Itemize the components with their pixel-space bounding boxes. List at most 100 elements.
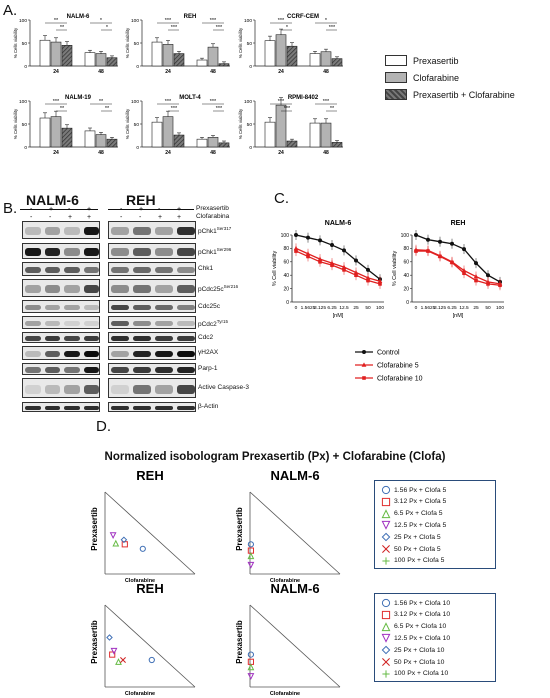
data-point: [462, 247, 466, 252]
y-tick-label: 100: [244, 18, 252, 24]
y-axis-label: % Cells viability: [13, 27, 18, 58]
blot-band: [155, 384, 173, 394]
data-point: [414, 233, 418, 237]
iso-legend-label: 1.56 Px + Clofa 5: [394, 486, 447, 494]
blot-band: [83, 336, 99, 341]
y-tick-label: 80: [283, 246, 289, 252]
marker: [381, 598, 391, 608]
x-tick-label: 48: [323, 69, 329, 75]
isobologram-1: NALM-6 Clofarabine Prexasertib: [235, 468, 341, 584]
x-tick-label: 25: [473, 305, 479, 311]
blot-band: [177, 304, 195, 311]
cellline-reh: REH: [126, 192, 156, 208]
sig-stars: ***: [171, 106, 178, 112]
iso-legend-label: 100 Px + Clofa 5: [394, 557, 445, 565]
blot-band: [64, 304, 80, 311]
panel-b-letter: B.: [3, 200, 18, 217]
x-tick-label: 24: [165, 150, 171, 156]
blot-band: [133, 226, 151, 236]
legend-label: Clofarabine 10: [377, 376, 423, 383]
panel-d-letter: D.: [96, 418, 111, 435]
sig-stars: ***: [171, 25, 178, 31]
blot-band: [111, 226, 129, 236]
blot-band: [25, 284, 41, 294]
blot-band: [177, 367, 195, 373]
y-tick-label: 50: [22, 122, 28, 128]
blot-strip: [108, 402, 196, 412]
data-point: [306, 235, 310, 240]
blot-strip: [108, 300, 196, 313]
x-tick-label: 0: [295, 305, 298, 311]
y-tick-label: 40: [403, 273, 409, 279]
marker: [115, 658, 122, 665]
x-tick-label: 6.25: [447, 305, 457, 311]
blot-band: [44, 226, 60, 236]
y-axis-label: % Cells viability: [13, 108, 18, 139]
blot-strip: [108, 316, 196, 329]
blot-band: [25, 266, 41, 274]
divider: [108, 209, 194, 210]
sig-stars: ***: [210, 18, 217, 24]
y-tick-label: 50: [247, 41, 253, 47]
x-tick-label: 24: [278, 69, 284, 75]
iso-legend-item: 50 Px + Clofa 10: [381, 657, 444, 667]
marker: [381, 621, 391, 631]
blot-band: [25, 367, 41, 373]
blot-strip: [22, 378, 100, 398]
blot-band: [177, 336, 195, 341]
treat-sign: -: [30, 206, 33, 213]
sig-stars: ***: [284, 106, 291, 112]
protein-label: γH2AX: [198, 349, 218, 356]
data-point: [486, 282, 490, 286]
protein-label: Cdc2: [198, 334, 213, 341]
iso-legend-item: 100 Px + Clofa 5: [381, 556, 444, 566]
blot-band: [25, 405, 41, 411]
iso-legend-label: 50 Px + Clofa 10: [394, 658, 445, 666]
marker: [381, 521, 391, 531]
blot-band: [155, 320, 173, 327]
y-tick-label: 0: [286, 300, 289, 306]
legend-swatch-hatched: [385, 89, 407, 100]
sig-stars: ***: [216, 25, 223, 31]
sig-stars: ***: [278, 99, 285, 105]
marker: [381, 610, 391, 619]
iso-legend-item: 6.5 Px + Clofa 5: [381, 508, 443, 519]
marker: [381, 532, 391, 542]
sig-stars: ***: [53, 99, 60, 105]
treat-sign: -: [139, 214, 142, 221]
data-point: [474, 261, 478, 266]
y-axis-label: % Cells viability: [125, 27, 130, 58]
x-tick-label: 0: [415, 305, 418, 311]
iso-legend-clofa10: 1.56 Px + Clofa 10 3.12 Px + Clofa 10 6.5 …: [374, 593, 496, 682]
isobologram-title: NALM-6: [270, 468, 319, 483]
panel-a-letter: A.: [3, 2, 18, 19]
blot-band: [155, 367, 173, 373]
marker: [112, 539, 120, 547]
sig-stars: *: [325, 18, 328, 24]
x-tick-label: 24: [278, 150, 284, 156]
iso-legend-item: 1.56 Px + Clofa 5: [381, 485, 446, 495]
protein-label: Chk1: [198, 265, 213, 272]
legend-swatch-grey: [385, 72, 407, 83]
blot-band: [133, 336, 151, 341]
blot-strip: [22, 221, 100, 239]
marker: [382, 658, 390, 666]
y-tick-label: 0: [24, 145, 27, 151]
legend-prexasertib: Prexasertib: [385, 55, 459, 66]
data-point: [450, 260, 454, 265]
blot-band: [155, 350, 173, 358]
blot-band: [44, 336, 60, 341]
blot-band: [177, 350, 195, 358]
legend-label: Prexasertib + Clofarabine: [413, 89, 515, 100]
blot-band: [44, 284, 60, 294]
blot-band: [111, 320, 129, 327]
legend-marker: [361, 362, 367, 367]
blot-band: [133, 266, 151, 274]
blot-band: [25, 304, 41, 311]
iso-legend-marker: [381, 497, 391, 506]
protein-label: Active Caspase-3: [198, 384, 249, 391]
